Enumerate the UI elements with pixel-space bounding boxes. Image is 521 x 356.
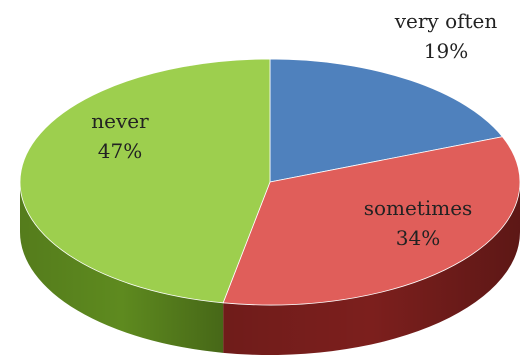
slice-side-shade-sometimes xyxy=(223,182,521,355)
slice-value-very-often: 19% xyxy=(424,39,468,63)
slice-value-sometimes: 34% xyxy=(396,226,440,250)
slice-label-never: never xyxy=(91,109,149,133)
slice-never xyxy=(19,58,271,304)
slice-sometimes xyxy=(222,136,521,306)
slice-side-shade-never xyxy=(20,182,224,353)
slice-very-often xyxy=(269,58,504,183)
pie-slices xyxy=(19,58,521,306)
slice-label-very-often: very often xyxy=(394,9,498,33)
pie-side-walls xyxy=(20,182,521,355)
pie-labels: very often 19% sometimes 34% never 47% xyxy=(91,9,497,250)
slice-label-sometimes: sometimes xyxy=(364,196,473,220)
slice-value-never: 47% xyxy=(98,139,142,163)
